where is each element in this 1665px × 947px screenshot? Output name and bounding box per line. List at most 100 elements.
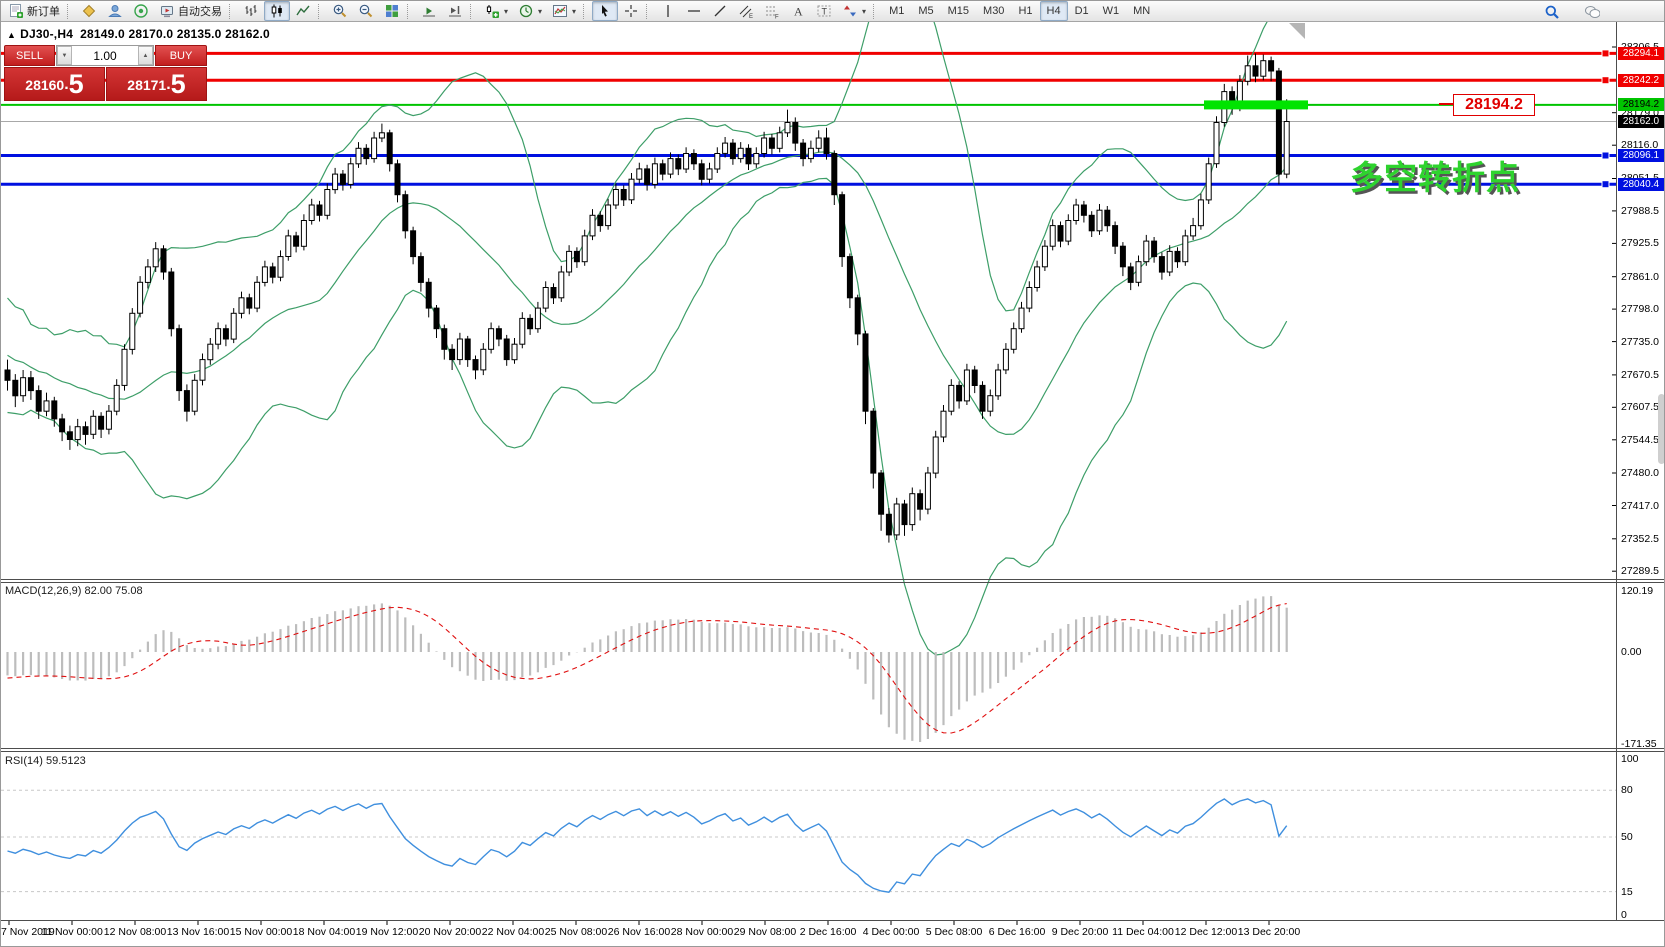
chart-shift-button[interactable]: [442, 1, 468, 21]
templates-dropdown[interactable]: ▾: [547, 1, 581, 21]
dropdown-arrow-icon: ▾: [572, 6, 577, 16]
sell-button[interactable]: SELL: [4, 45, 55, 66]
bollinger-bands: [7, 1, 1288, 656]
equidistant-channel-button[interactable]: E: [733, 1, 759, 21]
macd-label-row: MACD(12,26,9) 82.00 75.08: [5, 585, 143, 597]
price-tag-label[interactable]: 28194.2: [1453, 94, 1535, 116]
horizontal-line-button[interactable]: [681, 1, 707, 21]
fibonacci-button[interactable]: F: [759, 1, 785, 21]
price-line-label-28242.2: 28242.2: [1618, 73, 1664, 87]
line-chart-icon: [295, 3, 311, 19]
bar-chart-button[interactable]: [238, 1, 264, 21]
zoom-out-button[interactable]: [353, 1, 379, 21]
macd-axis-tick: 0.00: [1621, 646, 1642, 658]
auto-scroll-button[interactable]: [416, 1, 442, 21]
highlighted-level-segment[interactable]: [1204, 100, 1308, 110]
dropdown-arrow-icon: ▾: [862, 6, 867, 16]
time-axis-label: 29 Nov 08:00: [733, 926, 797, 938]
toolbar-separator: [318, 3, 323, 19]
new-chart-icon: [484, 3, 500, 19]
clock-icon: [518, 3, 534, 19]
timeframe-button-d1[interactable]: D1: [1074, 5, 1089, 17]
time-axis-label: 13 Dec 20:00: [1237, 926, 1301, 938]
timeframe-button-h4[interactable]: H4: [1039, 1, 1068, 21]
time-axis-label: 25 Nov 08:00: [544, 926, 608, 938]
vertical-line-button[interactable]: [655, 1, 681, 21]
trendline-button[interactable]: [707, 1, 733, 21]
volume-input[interactable]: [72, 46, 138, 65]
svg-text:T: T: [822, 7, 828, 17]
toolbar-separator: [583, 3, 588, 19]
macd-signal-line: [7, 603, 1287, 734]
timeframe-button-m5[interactable]: M5: [918, 5, 934, 17]
deposit-button[interactable]: [76, 1, 102, 21]
text-icon: A: [790, 3, 806, 19]
time-axis-label: 22 Nov 04:00: [481, 926, 545, 938]
new-chart-dropdown[interactable]: ▾: [479, 1, 513, 21]
periods-dropdown[interactable]: ▾: [513, 1, 547, 21]
new-order-button[interactable]: 新订单: [3, 1, 65, 21]
cursor-button[interactable]: [592, 1, 619, 21]
candlestick-chart-button[interactable]: [264, 1, 290, 21]
price-tag-pointer: [1439, 103, 1453, 105]
candlestick-series: [4, 53, 1290, 543]
dropdown-arrow-icon: ▾: [538, 6, 543, 16]
rsi-axis-tick: 100: [1621, 753, 1639, 765]
decimal-point: .: [166, 76, 171, 93]
text-button[interactable]: A: [785, 1, 811, 21]
time-axis-label: 13 Nov 16:00: [166, 926, 230, 938]
buy-price-main: 28171: [127, 77, 167, 93]
community-button[interactable]: [102, 1, 128, 21]
toolbar-separator: [407, 3, 412, 19]
signals-button[interactable]: [128, 1, 154, 21]
rsi-line: [7, 798, 1288, 893]
text-label-icon: T: [816, 3, 832, 19]
toolbar-separator: [229, 3, 234, 19]
text-label-button[interactable]: T: [811, 1, 837, 21]
timeframe-button-w1[interactable]: W1: [1102, 5, 1120, 17]
autotrading-button[interactable]: 自动交易: [154, 1, 227, 21]
zoom-in-icon: [332, 3, 348, 19]
volume-decrease-button[interactable]: ▼: [57, 46, 72, 65]
buy-price-display[interactable]: 28171. 5: [106, 67, 207, 101]
buy-price-pip: 5: [170, 69, 186, 99]
buy-button[interactable]: BUY: [155, 45, 207, 66]
price-axis-tick: 27798.0: [1621, 303, 1659, 316]
svg-text:F: F: [775, 15, 779, 20]
symbol-period-label: DJ30-,H4: [20, 27, 74, 41]
time-axis-label: 20 Nov 20:00: [418, 926, 482, 938]
crosshair-button[interactable]: [618, 1, 644, 21]
time-axis-label: 12 Dec 12:00: [1174, 926, 1238, 938]
timeframe-button-m30[interactable]: M30: [983, 5, 1005, 17]
chart-shift-marker[interactable]: [1289, 23, 1305, 39]
vertical-scrollbar-thumb[interactable]: [1658, 394, 1664, 464]
zoom-in-button[interactable]: [327, 1, 353, 21]
arrows-dropdown[interactable]: ▾: [837, 1, 871, 21]
timeframe-button-h1[interactable]: H1: [1018, 5, 1033, 17]
zoom-out-icon: [358, 3, 374, 19]
rsi-name: RSI(14): [5, 755, 43, 767]
signal-icon: [133, 3, 149, 19]
timeframe-button-mn[interactable]: MN: [1133, 5, 1151, 17]
volume-increase-button[interactable]: ▲: [138, 46, 153, 65]
arrows-icon: [842, 3, 858, 19]
collapse-panel-icon[interactable]: ▲: [7, 30, 17, 40]
timeframe-button-m1[interactable]: M1: [889, 5, 905, 17]
chat-icon: [1584, 4, 1600, 20]
sell-price-display[interactable]: 28160. 5: [4, 67, 105, 101]
search-button[interactable]: [1539, 2, 1565, 22]
tile-windows-button[interactable]: [379, 1, 405, 21]
line-chart-button[interactable]: [290, 1, 316, 21]
autotrading-icon: [159, 3, 175, 19]
price-axis-tick: 27988.5: [1621, 204, 1659, 217]
turning-point-annotation[interactable]: 多空转折点: [1350, 159, 1520, 196]
timeframe-button-m15[interactable]: M15: [947, 5, 970, 17]
time-axis-label: 9 Dec 20:00: [1051, 926, 1109, 938]
rsi-axis-tick: 50: [1621, 831, 1633, 843]
auto-scroll-icon: [421, 3, 437, 19]
chat-button[interactable]: [1579, 2, 1605, 22]
toolbar-separator: [470, 3, 475, 19]
sell-price-pip: 5: [68, 69, 84, 99]
price-axis-tick: 27544.5: [1621, 433, 1659, 446]
